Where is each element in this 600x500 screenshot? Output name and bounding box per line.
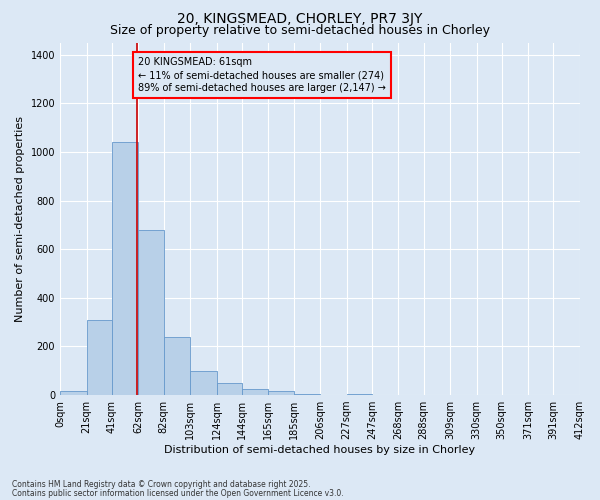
Bar bbox=[293, 394, 320, 395]
Bar bbox=[242, 389, 268, 395]
Bar bbox=[164, 336, 190, 395]
Text: 20 KINGSMEAD: 61sqm
← 11% of semi-detached houses are smaller (274)
89% of semi-: 20 KINGSMEAD: 61sqm ← 11% of semi-detach… bbox=[138, 57, 386, 94]
Text: Contains public sector information licensed under the Open Government Licence v3: Contains public sector information licen… bbox=[12, 488, 344, 498]
Text: 20, KINGSMEAD, CHORLEY, PR7 3JY: 20, KINGSMEAD, CHORLEY, PR7 3JY bbox=[178, 12, 422, 26]
Bar bbox=[138, 230, 164, 395]
Bar bbox=[112, 142, 138, 395]
Bar bbox=[86, 320, 112, 395]
Bar bbox=[268, 390, 293, 395]
Text: Contains HM Land Registry data © Crown copyright and database right 2025.: Contains HM Land Registry data © Crown c… bbox=[12, 480, 311, 489]
X-axis label: Distribution of semi-detached houses by size in Chorley: Distribution of semi-detached houses by … bbox=[164, 445, 476, 455]
Bar bbox=[190, 371, 217, 395]
Bar bbox=[347, 394, 372, 395]
Y-axis label: Number of semi-detached properties: Number of semi-detached properties bbox=[15, 116, 25, 322]
Bar bbox=[217, 383, 242, 395]
Bar bbox=[60, 392, 86, 395]
Text: Size of property relative to semi-detached houses in Chorley: Size of property relative to semi-detach… bbox=[110, 24, 490, 37]
